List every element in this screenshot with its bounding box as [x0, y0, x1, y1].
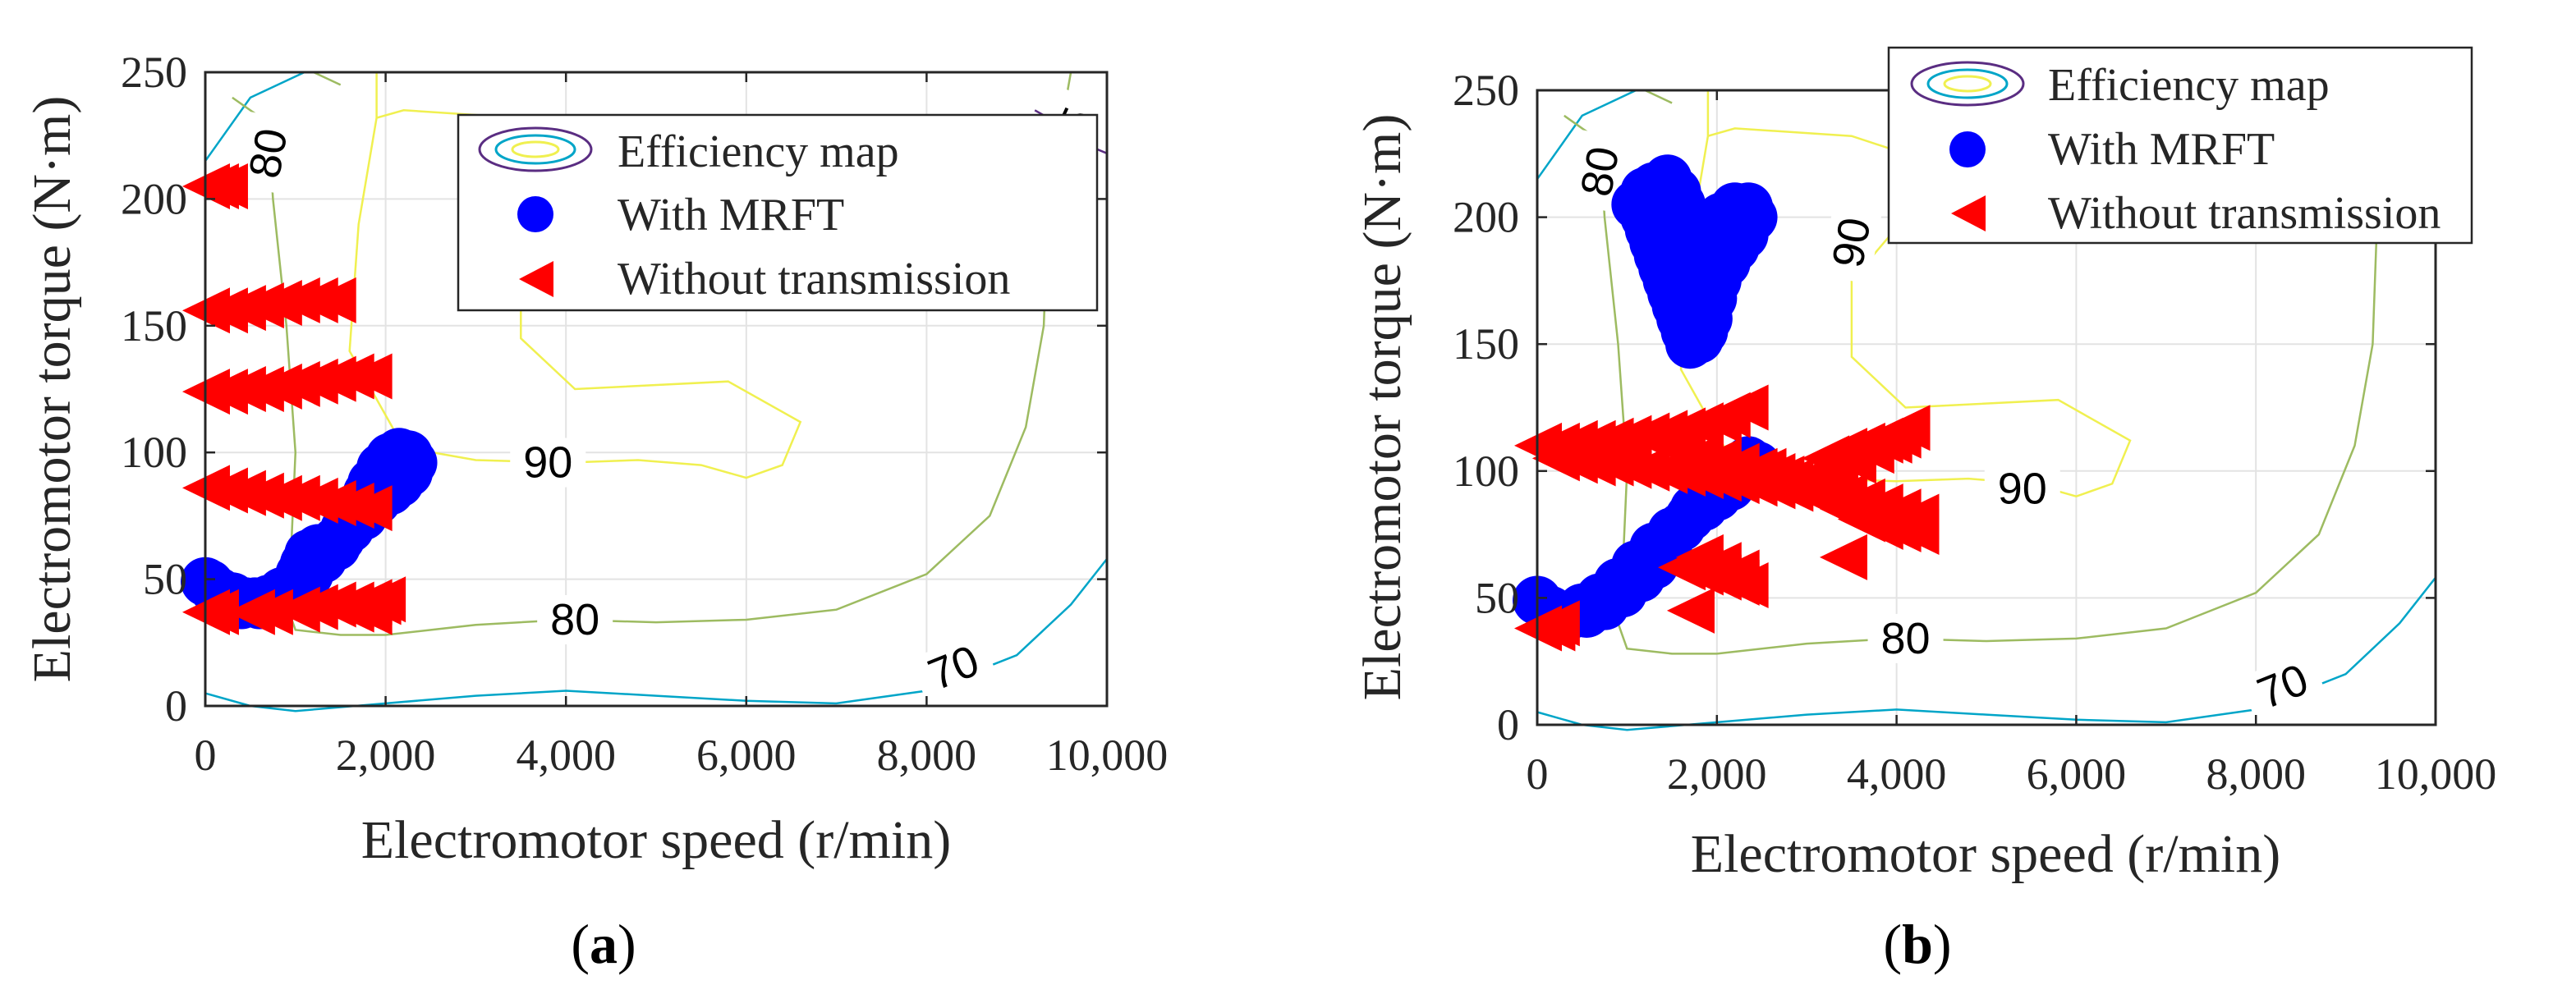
y-tick-label: 250 — [1453, 66, 1519, 115]
contour-label-bg — [1821, 201, 1883, 285]
data-point-with-mrft — [1674, 314, 1724, 364]
legend-efficiency-map-icon — [478, 126, 593, 172]
panel-a-ticks — [204, 71, 1109, 708]
y-tick-label: 50 — [1475, 573, 1519, 622]
contour-label-90: 90 — [1823, 214, 1880, 272]
panel-a-axes-box — [204, 71, 1109, 708]
x-tick-label: 6,000 — [2027, 749, 2127, 799]
legend-entry-with-mrft: With MRFT — [2048, 124, 2275, 175]
contour-line-80 — [1564, 89, 2401, 655]
y-tick-label: 200 — [1453, 193, 1519, 242]
y-tick-label: 100 — [121, 428, 187, 477]
x-tick-label: 2,000 — [336, 731, 436, 780]
data-point-without-transmission — [1666, 587, 1715, 634]
x-tick-label: 10,000 — [2375, 749, 2497, 799]
contour-line-70 — [204, 558, 1108, 712]
panel-b-xlabel: Electromotor speed (r/min) — [1691, 824, 2280, 884]
x-tick-label: 0 — [1527, 749, 1549, 799]
contour-label-bg — [1984, 464, 2060, 514]
contour-line-70 — [1536, 576, 2436, 731]
panel-a-legend: Efficiency map With MRFT Without transmi… — [457, 113, 1099, 312]
contour-label-90: 90 — [1998, 464, 2047, 513]
legend-efficiency-map-icon — [1910, 61, 2025, 107]
x-tick-label: 0 — [195, 731, 217, 780]
panel-b-label: (b) — [1883, 913, 1951, 975]
legend-with-mrft-icon — [517, 196, 553, 232]
y-tick-label: 100 — [1453, 447, 1519, 496]
x-tick-label: 6,000 — [696, 731, 797, 780]
contour-label-bg — [2239, 649, 2327, 724]
panel-b-xtick-labels: 0 2,000 4,000 6,000 8,000 10,000 — [1527, 749, 2497, 799]
legend-entry-without-transmission: Without transmission — [618, 254, 1010, 305]
panel-b-ylabel: Electromotor torque (N·m) — [1352, 114, 1412, 701]
contour-label-80: 80 — [550, 595, 599, 644]
panel-a-contours — [204, 71, 1108, 712]
legend-entry-efficiency-map: Efficiency map — [2048, 60, 2330, 111]
x-tick-label: 4,000 — [1847, 749, 1947, 799]
y-tick-label: 150 — [121, 301, 187, 351]
x-tick-label: 8,000 — [2206, 749, 2306, 799]
data-point-without-transmission — [344, 485, 393, 532]
contour-line-70 — [204, 71, 305, 162]
contour-label-80: 80 — [1881, 614, 1931, 663]
data-point-without-transmission — [344, 353, 393, 400]
panel-b-series-without-transmission — [1514, 384, 1940, 652]
data-point-without-transmission — [1711, 549, 1760, 596]
panel-b-legend-box — [1887, 46, 2473, 245]
y-tick-label: 50 — [143, 555, 187, 604]
x-tick-label: 4,000 — [516, 731, 616, 780]
panel-a-xlabel: Electromotor speed (r/min) — [361, 810, 951, 870]
contour-label-bg — [1867, 613, 1944, 663]
legend-with-mrft-icon — [1949, 131, 1986, 167]
contour-label-bg — [510, 438, 586, 488]
contour-line-80 — [232, 71, 1072, 636]
panel-a-series-without-transmission — [182, 163, 406, 635]
contour-label-90: 90 — [523, 438, 572, 488]
data-point-without-transmission — [1531, 600, 1580, 647]
contour-line-70 — [1536, 89, 1637, 180]
contour-label-bg — [537, 595, 613, 645]
x-tick-label: 10,000 — [1046, 731, 1169, 780]
contour-line-80 — [313, 71, 342, 86]
legend-entry-with-mrft: With MRFT — [618, 190, 844, 241]
data-point-without-transmission — [308, 277, 356, 323]
contour-line-80 — [1644, 89, 1673, 104]
panel-a-ytick-labels: 0 50 100 150 200 250 — [121, 48, 187, 731]
contour-label-bg — [909, 630, 999, 705]
panel-a-ylabel: Electromotor torque (N·m) — [22, 96, 82, 683]
data-point-without-transmission — [245, 589, 293, 635]
data-point-without-transmission — [1720, 384, 1769, 431]
data-point-without-transmission — [344, 589, 393, 635]
y-tick-label: 150 — [1453, 319, 1519, 369]
x-tick-label: 8,000 — [877, 731, 977, 780]
data-point-without-transmission — [1891, 509, 1940, 556]
data-point-without-transmission — [200, 163, 248, 209]
legend-entry-efficiency-map: Efficiency map — [618, 126, 899, 177]
y-tick-label: 250 — [121, 48, 187, 97]
data-point-without-transmission — [191, 589, 239, 635]
y-tick-label: 0 — [165, 681, 187, 731]
panel-b-legend: Efficiency map With MRFT Without transmi… — [1887, 46, 2473, 245]
panel-a-legend-box — [457, 113, 1099, 312]
panel-a-xtick-labels: 0 2,000 4,000 6,000 8,000 10,000 — [195, 731, 1169, 780]
data-point-without-transmission — [1873, 412, 1922, 459]
panel-b-ytick-labels: 0 50 100 150 200 250 — [1453, 66, 1519, 749]
x-tick-label: 2,000 — [1667, 749, 1767, 799]
panel-a-label: (a) — [571, 913, 636, 975]
y-tick-label: 0 — [1497, 700, 1519, 749]
legend-without-transmission-icon — [519, 261, 553, 297]
legend-without-transmission-icon — [1951, 195, 1986, 231]
y-tick-label: 200 — [121, 174, 187, 223]
data-point-without-transmission — [1819, 534, 1867, 580]
contour-label-bg — [237, 112, 300, 195]
legend-entry-without-transmission: Without transmission — [2048, 188, 2441, 239]
contour-label-80: 80 — [240, 125, 297, 182]
